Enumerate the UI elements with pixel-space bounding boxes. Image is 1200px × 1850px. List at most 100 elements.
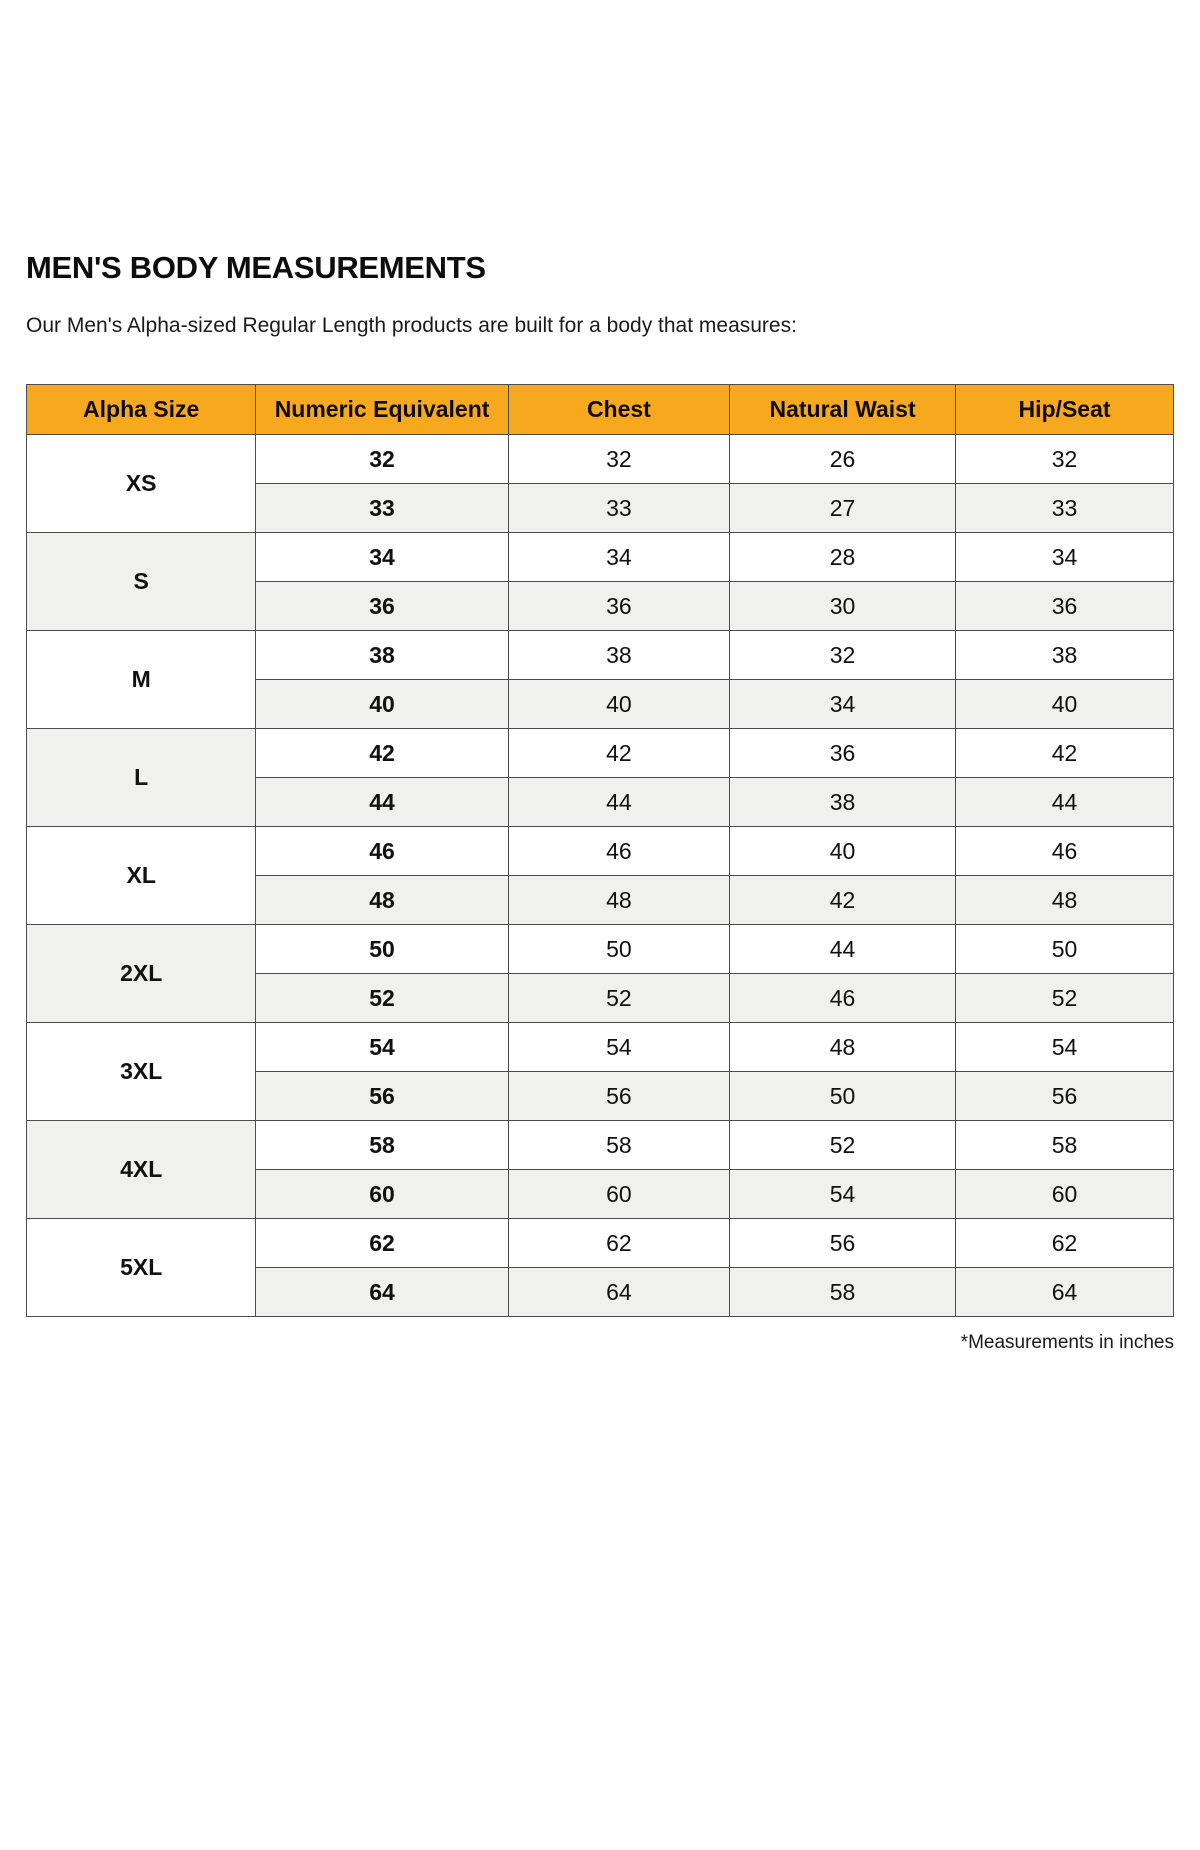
numeric-equivalent-cell: 32 [255, 434, 509, 484]
chest-cell: 54 [507, 1022, 731, 1072]
alpha-size-cell: XS [25, 434, 257, 533]
hip-seat-cell: 64 [955, 1267, 1174, 1317]
numeric-equivalent-cell: 38 [255, 630, 509, 680]
numeric-equivalent-cell: 60 [255, 1169, 509, 1219]
numeric-equivalent-cell: 62 [255, 1218, 509, 1268]
alpha-size-cell: 2XL [25, 924, 257, 1023]
chest-cell: 64 [507, 1267, 731, 1317]
column-header-chest: Chest [507, 384, 731, 435]
alpha-size-cell: L [25, 728, 257, 827]
chest-cell: 60 [507, 1169, 731, 1219]
chest-cell: 56 [507, 1071, 731, 1121]
numeric-equivalent-cell: 48 [255, 875, 509, 925]
alpha-size-cell: XL [25, 826, 257, 925]
natural-waist-cell: 32 [729, 630, 957, 680]
natural-waist-cell: 44 [729, 924, 957, 974]
hip-seat-cell: 38 [955, 630, 1174, 680]
hip-seat-cell: 52 [955, 973, 1174, 1023]
column-header-hip-seat: Hip/Seat [955, 384, 1174, 435]
numeric-equivalent-cell: 54 [255, 1022, 509, 1072]
table-row: 33 33 27 33 [27, 483, 1174, 533]
hip-seat-cell: 40 [955, 679, 1174, 729]
hip-seat-cell: 44 [955, 777, 1174, 827]
chest-cell: 34 [507, 532, 731, 582]
natural-waist-cell: 58 [729, 1267, 957, 1317]
hip-seat-cell: 32 [955, 434, 1174, 484]
table-header-row: Alpha Size Numeric Equivalent Chest Natu… [25, 384, 1174, 435]
natural-waist-cell: 40 [729, 826, 957, 876]
chest-cell: 48 [507, 875, 731, 925]
table-row: 36 36 30 36 [27, 581, 1174, 631]
alpha-size-cell: 4XL [25, 1120, 257, 1219]
natural-waist-cell: 26 [729, 434, 957, 484]
natural-waist-cell: 36 [729, 728, 957, 778]
alpha-size-cell: 5XL [25, 1218, 257, 1317]
table-row: 56 56 50 56 [27, 1071, 1174, 1121]
chest-cell: 58 [507, 1120, 731, 1170]
numeric-equivalent-cell: 46 [255, 826, 509, 876]
hip-seat-cell: 33 [955, 483, 1174, 533]
chest-cell: 32 [507, 434, 731, 484]
numeric-equivalent-cell: 40 [255, 679, 509, 729]
hip-seat-cell: 58 [955, 1120, 1174, 1170]
hip-seat-cell: 34 [955, 532, 1174, 582]
natural-waist-cell: 46 [729, 973, 957, 1023]
natural-waist-cell: 52 [729, 1120, 957, 1170]
column-header-numeric-equivalent: Numeric Equivalent [255, 384, 509, 435]
table-row: 2XL 50 50 44 50 [25, 924, 1174, 1023]
natural-waist-cell: 42 [729, 875, 957, 925]
hip-seat-cell: 46 [955, 826, 1174, 876]
numeric-equivalent-cell: 34 [255, 532, 509, 582]
hip-seat-cell: 54 [955, 1022, 1174, 1072]
natural-waist-cell: 56 [729, 1218, 957, 1268]
chest-cell: 40 [507, 679, 731, 729]
numeric-equivalent-cell: 44 [255, 777, 509, 827]
hip-seat-cell: 42 [955, 728, 1174, 778]
numeric-equivalent-cell: 56 [255, 1071, 509, 1121]
size-chart-section: MEN'S BODY MEASUREMENTS Our Men's Alpha-… [25, 250, 1174, 1355]
chest-cell: 38 [507, 630, 731, 680]
natural-waist-cell: 30 [729, 581, 957, 631]
table-row: 48 48 42 48 [27, 875, 1174, 925]
table-row: 4XL 58 58 52 58 [25, 1120, 1174, 1219]
table-row: 5XL 62 62 56 62 [25, 1218, 1174, 1317]
table-row: 3XL 54 54 48 54 [25, 1022, 1174, 1121]
chest-cell: 36 [507, 581, 731, 631]
chest-cell: 44 [507, 777, 731, 827]
chest-cell: 46 [507, 826, 731, 876]
column-header-alpha-size: Alpha Size [25, 384, 257, 435]
natural-waist-cell: 28 [729, 532, 957, 582]
numeric-equivalent-cell: 42 [255, 728, 509, 778]
natural-waist-cell: 54 [729, 1169, 957, 1219]
natural-waist-cell: 50 [729, 1071, 957, 1121]
table-row: 60 60 54 60 [27, 1169, 1174, 1219]
table-row: 64 64 58 64 [27, 1267, 1174, 1317]
numeric-equivalent-cell: 36 [255, 581, 509, 631]
page-title: MEN'S BODY MEASUREMENTS [26, 250, 486, 285]
chest-cell: 42 [507, 728, 731, 778]
numeric-equivalent-cell: 50 [255, 924, 509, 974]
hip-seat-cell: 50 [955, 924, 1174, 974]
alpha-size-cell: M [25, 630, 257, 729]
size-chart-table: Alpha Size Numeric Equivalent Chest Natu… [25, 384, 1174, 1317]
numeric-equivalent-cell: 58 [255, 1120, 509, 1170]
table-row: 52 52 46 52 [27, 973, 1174, 1023]
chest-cell: 62 [507, 1218, 731, 1268]
table-row: M 38 38 32 38 [25, 630, 1174, 729]
measurements-footnote: *Measurements in inches [960, 1332, 1174, 1353]
natural-waist-cell: 38 [729, 777, 957, 827]
chest-cell: 52 [507, 973, 731, 1023]
table-row: L 42 42 36 42 [25, 728, 1174, 827]
page-subtitle: Our Men's Alpha-sized Regular Length pro… [26, 314, 797, 337]
chest-cell: 33 [507, 483, 731, 533]
hip-seat-cell: 48 [955, 875, 1174, 925]
numeric-equivalent-cell: 33 [255, 483, 509, 533]
alpha-size-cell: S [25, 532, 257, 631]
hip-seat-cell: 56 [955, 1071, 1174, 1121]
table-row: XL 46 46 40 46 [25, 826, 1174, 925]
table-row: S 34 34 28 34 [25, 532, 1174, 631]
natural-waist-cell: 48 [729, 1022, 957, 1072]
numeric-equivalent-cell: 52 [255, 973, 509, 1023]
natural-waist-cell: 27 [729, 483, 957, 533]
table-row: 40 40 34 40 [27, 679, 1174, 729]
